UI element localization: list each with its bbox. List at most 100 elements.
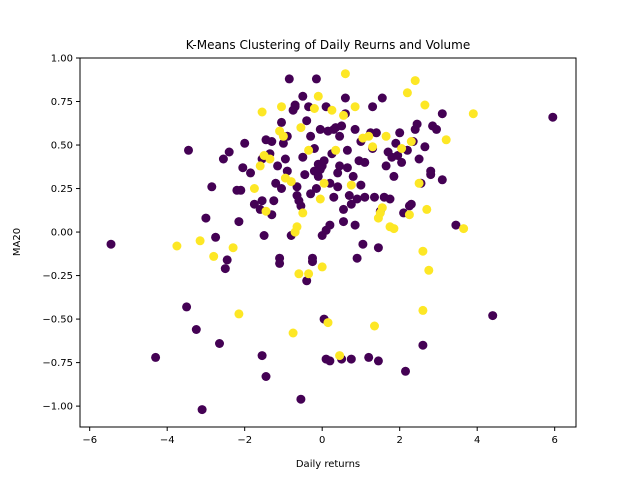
cluster-0-point: [339, 204, 348, 214]
cluster-0-point: [391, 138, 401, 148]
cluster-1-point: [323, 318, 333, 328]
cluster-1-point: [288, 328, 298, 338]
cluster-0-point: [257, 196, 267, 206]
cluster-0-point: [319, 156, 329, 166]
cluster-0-point: [191, 325, 201, 334]
cluster-1-point: [286, 177, 296, 187]
cluster-1-point: [298, 208, 308, 218]
cluster-0-point: [418, 340, 428, 350]
cluster-0-point: [350, 124, 360, 134]
cluster-0-point: [277, 184, 286, 193]
cluster-0-point: [346, 199, 356, 209]
cluster-0-point: [224, 147, 234, 157]
cluster-0-point: [298, 91, 308, 101]
y-tick-label: 0.50: [51, 141, 73, 152]
cluster-1-point: [346, 180, 356, 190]
x-tick-label: 2: [397, 435, 403, 446]
cluster-1-point: [195, 236, 205, 246]
cluster-0-point: [238, 163, 248, 173]
cluster-1-point: [304, 269, 314, 279]
y-tick-label: 0.25: [51, 184, 73, 195]
cluster-1-point: [418, 305, 428, 315]
cluster-0-point: [201, 213, 211, 223]
cluster-0-point: [377, 93, 387, 103]
x-tick-label: −2: [237, 435, 252, 446]
cluster-0-point: [426, 170, 436, 180]
cluster-0-point: [246, 168, 255, 178]
cluster-1-point: [402, 88, 412, 98]
cluster-1-point: [296, 123, 306, 133]
cluster-1-point: [418, 246, 428, 256]
y-tick-label: −0.50: [42, 315, 73, 326]
cluster-0-point: [395, 128, 405, 138]
cluster-0-point: [370, 192, 379, 202]
cluster-0-point: [290, 102, 300, 112]
cluster-1-point: [319, 178, 329, 188]
cluster-0-point: [373, 243, 383, 253]
cluster-0-point: [300, 170, 310, 180]
cluster-0-point: [259, 231, 269, 240]
cluster-1-point: [422, 204, 432, 214]
cluster-1-point: [441, 135, 451, 145]
cluster-0-point: [218, 154, 228, 164]
cluster-0-point: [280, 154, 290, 164]
cluster-0-point: [342, 145, 352, 155]
cluster-0-point: [548, 112, 558, 122]
cluster-0-point: [273, 161, 283, 171]
cluster-0-point: [257, 351, 267, 361]
cluster-1-point: [459, 224, 469, 234]
x-axis: −6 −4 −2 0 2 4 6: [82, 427, 558, 446]
cluster-1-point: [309, 104, 319, 113]
x-tick-label: −4: [160, 435, 175, 446]
cluster-1-point: [377, 203, 387, 213]
points-layer: [106, 69, 558, 415]
cluster-0-point: [335, 161, 345, 171]
cluster-0-point: [393, 151, 403, 160]
cluster-0-point: [306, 131, 316, 141]
cluster-0-point: [335, 131, 345, 141]
cluster-1-point: [228, 243, 238, 253]
cluster-1-point: [277, 102, 286, 112]
cluster-0-point: [340, 93, 350, 103]
cluster-0-point: [261, 372, 271, 381]
cluster-1-point: [255, 161, 265, 171]
cluster-0-point: [182, 302, 192, 312]
cluster-0-point: [292, 182, 302, 192]
cluster-0-point: [412, 119, 422, 129]
cluster-1-point: [381, 131, 391, 141]
cluster-1-point: [257, 107, 267, 117]
cluster-1-point: [350, 102, 360, 112]
cluster-0-point: [352, 194, 362, 204]
y-tick-label: −0.75: [42, 358, 73, 369]
cluster-0-point: [360, 192, 370, 202]
cluster-1-point: [234, 309, 244, 319]
cluster-0-point: [381, 161, 391, 171]
x-tick-label: −6: [82, 435, 97, 446]
cluster-1-point: [364, 131, 374, 141]
cluster-0-point: [406, 199, 416, 209]
cluster-0-point: [420, 142, 430, 152]
y-tick-label: 0.75: [51, 97, 73, 108]
cluster-0-point: [234, 217, 244, 227]
x-tick-label: 4: [474, 435, 480, 446]
cluster-1-point: [294, 269, 304, 279]
cluster-0-point: [360, 157, 370, 167]
cluster-0-point: [329, 192, 339, 202]
cluster-0-point: [311, 184, 321, 193]
cluster-0-point: [371, 128, 381, 138]
cluster-0-point: [236, 185, 246, 195]
cluster-0-point: [348, 171, 358, 181]
cluster-0-point: [313, 171, 323, 181]
cluster-0-point: [249, 199, 259, 209]
cluster-1-point: [292, 222, 302, 232]
cluster-0-point: [339, 217, 348, 227]
y-tick-label: −1.00: [42, 402, 73, 413]
cluster-0-point: [271, 178, 281, 188]
cluster-0-point: [333, 168, 343, 178]
cluster-1-point: [397, 144, 407, 153]
cluster-0-point: [397, 157, 407, 167]
cluster-0-point: [344, 191, 354, 200]
plot-frame: [79, 57, 577, 428]
